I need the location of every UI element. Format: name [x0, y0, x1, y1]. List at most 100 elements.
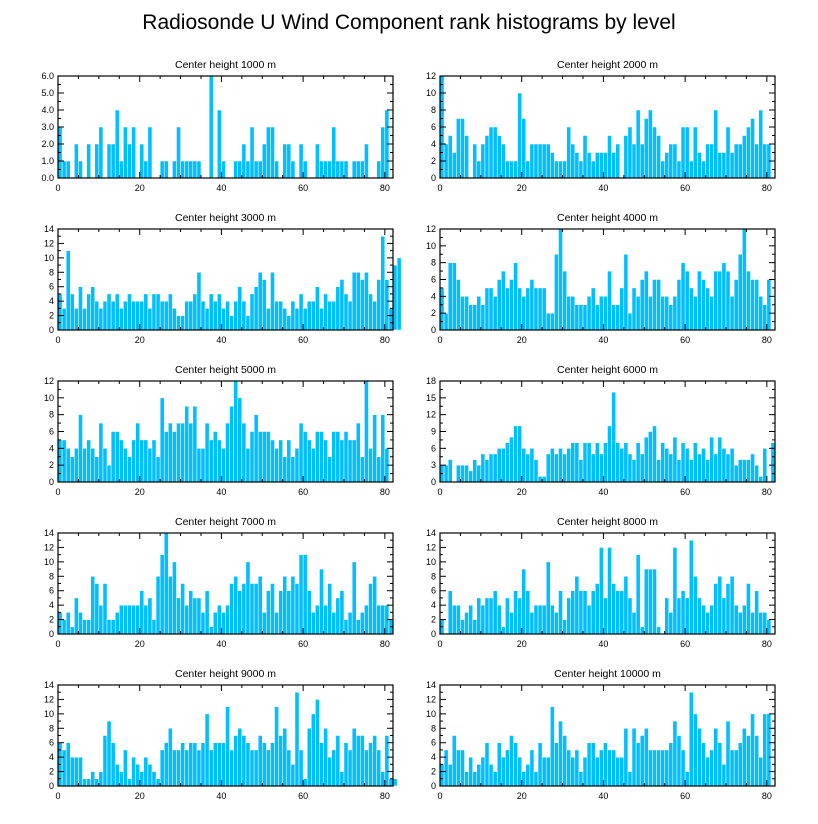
bar	[721, 152, 727, 179]
bar	[509, 436, 514, 483]
panel-title: Center height 3000 m	[175, 212, 276, 224]
bar	[159, 397, 165, 483]
y-tick-label: 6	[49, 427, 54, 437]
bar	[327, 300, 332, 331]
bar	[664, 597, 670, 635]
bar	[586, 604, 592, 635]
bar	[282, 308, 288, 331]
bar	[180, 315, 185, 331]
bar	[306, 590, 312, 635]
bar	[351, 728, 357, 787]
bar	[590, 287, 596, 331]
bar	[90, 771, 96, 787]
bar	[750, 713, 755, 787]
bar	[270, 439, 275, 483]
panel-1: Center height 1000 m 0 20 40 60 80 0.0 1.0 2.0 3.…	[41, 59, 394, 193]
bar	[294, 583, 300, 635]
bar	[590, 742, 596, 787]
bar	[302, 308, 308, 331]
bar	[319, 431, 324, 483]
bar	[766, 279, 772, 331]
bar	[176, 422, 181, 483]
bar	[184, 749, 189, 787]
bar	[599, 453, 604, 483]
bar	[110, 619, 116, 635]
bar	[82, 619, 87, 635]
bar	[492, 296, 498, 331]
bar	[627, 126, 633, 179]
bar	[270, 272, 275, 331]
bar	[98, 422, 104, 483]
bar	[188, 300, 194, 331]
bar	[143, 756, 149, 787]
bar	[266, 431, 271, 483]
bar	[253, 160, 259, 179]
bar	[570, 143, 576, 179]
bar	[480, 143, 486, 179]
y-tick-label: 4	[431, 600, 436, 610]
bar	[327, 456, 332, 483]
y-tick-label: 3.0	[41, 122, 54, 132]
bar	[396, 257, 402, 331]
bar	[648, 749, 653, 787]
y-tick-label: 8	[431, 258, 436, 268]
bar	[257, 272, 263, 331]
y-tick-label: 6	[431, 586, 436, 596]
bar	[586, 442, 592, 483]
y-tick-label: 6	[431, 738, 436, 748]
bar	[460, 296, 465, 331]
y-tick-label: 4	[431, 139, 436, 149]
bar	[688, 160, 694, 179]
bar	[505, 597, 510, 635]
bar	[725, 453, 731, 483]
bar	[380, 414, 386, 483]
bar	[262, 612, 267, 635]
bar	[472, 304, 478, 331]
bar	[196, 160, 202, 179]
bar	[302, 778, 308, 787]
bar	[233, 160, 239, 179]
bar	[82, 448, 87, 483]
y-tick-label: 8	[49, 267, 54, 277]
bar	[684, 270, 690, 331]
bar	[533, 287, 539, 331]
bar	[315, 431, 320, 483]
y-tick-label: 2.0	[41, 139, 54, 149]
bar	[447, 262, 453, 331]
bar	[90, 448, 96, 483]
bar	[472, 459, 478, 483]
bar	[578, 771, 584, 787]
bar	[513, 742, 518, 787]
bar	[266, 126, 271, 179]
bar	[302, 554, 308, 635]
bar	[376, 604, 382, 635]
bar	[119, 308, 124, 331]
bar	[717, 576, 723, 635]
bar	[298, 554, 304, 635]
y-tick-label: 8	[431, 723, 436, 733]
bar	[713, 270, 719, 331]
bar	[335, 597, 341, 635]
bar	[94, 456, 100, 483]
bar	[388, 308, 394, 331]
bar	[737, 459, 743, 483]
bar	[631, 612, 637, 635]
bar	[298, 293, 304, 331]
bar	[737, 143, 743, 179]
bar	[110, 143, 116, 179]
bar	[147, 597, 153, 635]
bar	[355, 160, 361, 179]
bar	[476, 296, 482, 331]
bar	[270, 126, 275, 179]
bar	[476, 764, 482, 787]
bar	[127, 293, 132, 331]
bar	[599, 749, 604, 787]
bar	[644, 118, 649, 179]
bar	[123, 300, 128, 331]
bar	[123, 126, 128, 179]
panel-6: Center height 6000 m 0 20 40 60 80 0 3 6 9 12 15 18	[426, 364, 776, 497]
y-tick-label: 14	[44, 224, 54, 234]
bar	[74, 597, 79, 635]
bar	[278, 735, 283, 787]
y-tick-label: 0.0	[41, 173, 54, 183]
